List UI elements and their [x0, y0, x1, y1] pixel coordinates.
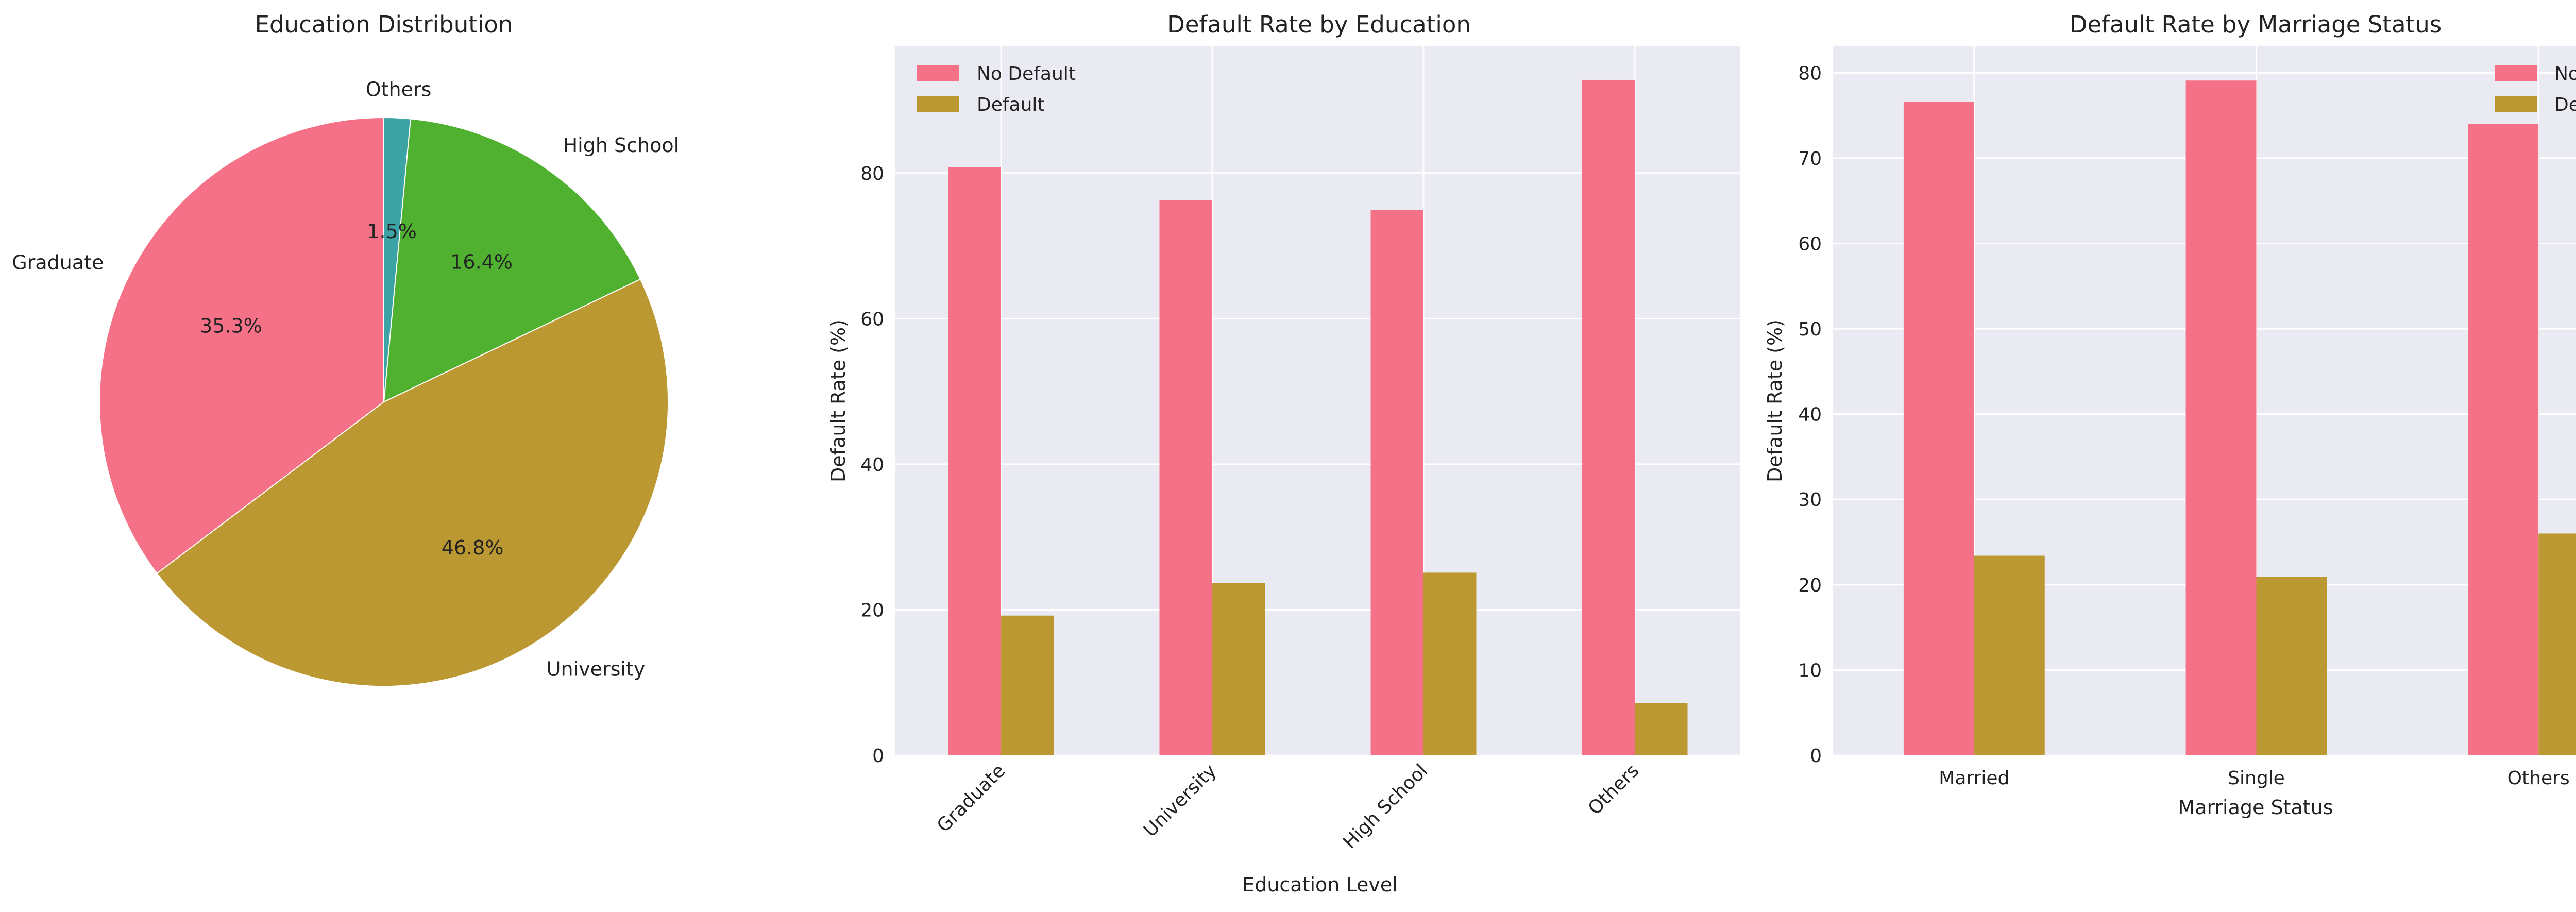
pie-label-others: Others [366, 78, 432, 100]
bar1-ytick-20: 20 [860, 600, 884, 621]
bar1-xtick-others: Others [1584, 760, 1643, 819]
bar1-xtick-graduate: Graduate [933, 760, 1009, 836]
bar-chart-default-rate-by-marriage: Default Rate by Marriage Status 0 10 20 30 4… [1764, 11, 2576, 819]
bar2-bar-others-default [2538, 533, 2576, 755]
bar1-bar-university-no-default [1159, 200, 1212, 756]
bar1-xtick-university: University [1140, 760, 1221, 841]
bar2-xtick-others: Others [2507, 768, 2570, 789]
bar2-ytick-80: 80 [1798, 63, 1822, 84]
bar1-y-ticks: 0 20 40 60 80 [860, 163, 884, 767]
bar2-legend-swatch-no-default [2495, 65, 2537, 81]
bar1-bar-graduate-no-default [948, 167, 1001, 756]
bar1-title: Default Rate by Education [1167, 11, 1471, 38]
pie-slice-high-school [383, 118, 641, 403]
bar1-bars [948, 79, 1688, 756]
bar2-ytick-10: 10 [1798, 660, 1822, 681]
bar1-legend-label-no-default: No Default [977, 63, 1076, 85]
pie-label-graduate: Graduate [12, 251, 104, 274]
bar2-y-ticks: 0 10 20 30 40 50 60 70 80 [1798, 63, 1822, 767]
bar2-legend-label-no-default: No Default [2554, 63, 2576, 85]
bar1-bar-graduate-default [1001, 615, 1054, 755]
bar1-ytick-0: 0 [872, 746, 884, 767]
bar2-ytick-20: 20 [1798, 575, 1822, 596]
bar1-ytick-40: 40 [860, 454, 884, 476]
pie-slice-others [383, 116, 412, 402]
bar2-bar-married-default [1974, 555, 2045, 755]
pie-slice-graduate [99, 116, 384, 575]
bar2-ytick-60: 60 [1798, 233, 1822, 255]
bar1-ytick-60: 60 [860, 309, 884, 330]
pie-slices [99, 116, 669, 687]
pie-pct-label-university: 46.8% [442, 536, 504, 559]
bar1-legend: No Default Default [917, 63, 1076, 115]
pie-chart-title: Education Distribution [255, 11, 513, 38]
bar2-bar-single-default [2256, 577, 2327, 755]
bar1-bar-high-school-no-default [1370, 210, 1423, 755]
pie-pct-label-others: 1.5% [367, 220, 417, 243]
bar-chart-default-rate-by-education: Default Rate by Education 0 20 40 60 80 Grad… [827, 11, 1740, 896]
bar2-ytick-30: 30 [1798, 489, 1822, 511]
pie-label-high-school: High School [563, 134, 680, 157]
bar1-y-axis-label: Default Rate (%) [827, 319, 850, 482]
bar2-ytick-50: 50 [1798, 319, 1822, 340]
bar2-x-axis-label: Marriage Status [2178, 796, 2333, 819]
bar1-legend-swatch-default [917, 96, 959, 112]
pie-pct-label-graduate: 35.3% [200, 314, 262, 337]
bar2-legend-label-default: Default [2554, 94, 2576, 115]
bar2-bars [1903, 80, 2576, 756]
bar2-legend: No Default Default [2495, 63, 2576, 115]
bar2-ytick-70: 70 [1798, 148, 1822, 170]
bar2-title: Default Rate by Marriage Status [2070, 11, 2442, 38]
bar1-ytick-80: 80 [860, 163, 884, 184]
pie-labels: Graduate 35.3% University 46.8% High School 1… [12, 78, 679, 680]
pie-pct-label-high-school: 16.4% [450, 250, 513, 273]
bar2-ytick-40: 40 [1798, 404, 1822, 426]
bar2-ytick-0: 0 [1810, 746, 1822, 767]
bar1-bar-others-default [1635, 703, 1688, 755]
bar2-bar-married-no-default [1903, 102, 1974, 755]
bar1-bar-high-school-default [1423, 572, 1477, 755]
bar2-legend-swatch-default [2495, 96, 2537, 112]
pie-label-university: University [547, 658, 646, 681]
bar1-xtick-high-school: High School [1339, 760, 1432, 853]
bar1-legend-swatch-no-default [917, 65, 959, 81]
bar2-x-ticks: Married Single Others [1939, 768, 2569, 789]
bar1-legend-label-default: Default [977, 94, 1045, 115]
pie-chart-education-distribution: Education Distribution Graduate 35.3% Univ… [12, 11, 679, 687]
bar1-x-axis-label: Education Level [1242, 873, 1398, 896]
pie-slice-university [156, 278, 669, 687]
bar2-xtick-married: Married [1939, 768, 2009, 789]
bar2-y-axis-label: Default Rate (%) [1764, 319, 1786, 482]
bar2-bar-others-no-default [2468, 124, 2539, 755]
bar2-xtick-single: Single [2228, 768, 2285, 789]
bar1-bar-others-no-default [1582, 79, 1635, 756]
bar2-bar-single-no-default [2185, 80, 2257, 756]
bar1-bar-university-default [1212, 583, 1265, 755]
bar1-x-ticks: Graduate University High School Others [933, 760, 1643, 853]
